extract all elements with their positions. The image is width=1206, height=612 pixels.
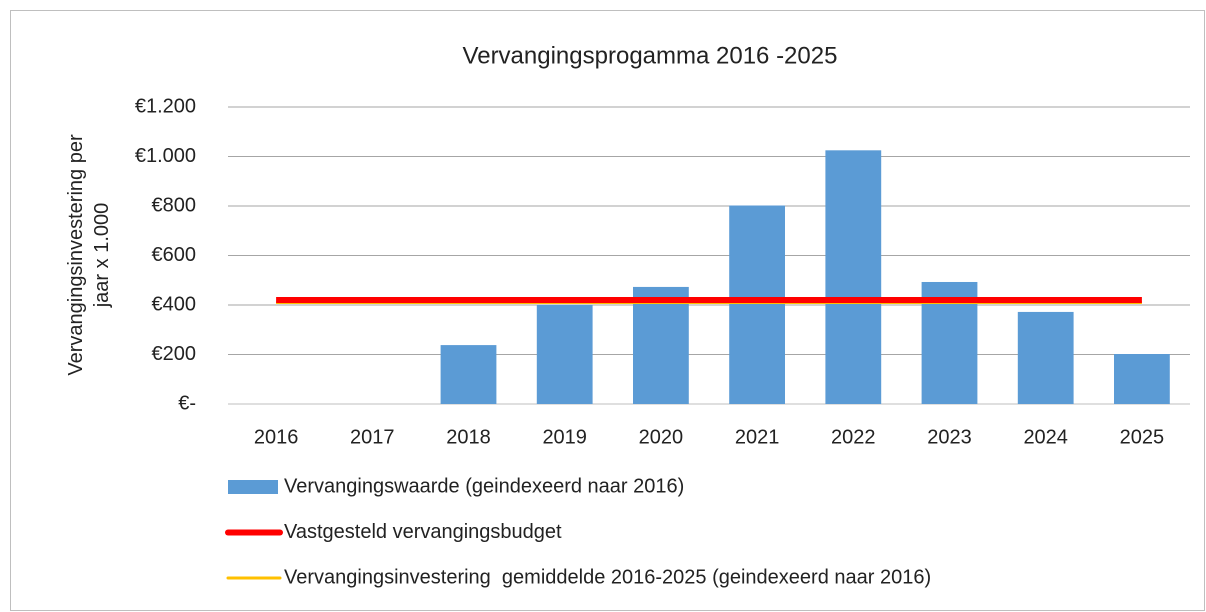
bar [536, 305, 593, 404]
legend-label: Vastgesteld vervangingsbudget [284, 521, 562, 543]
chart-title: Vervangingsprogamma 2016 -2025 [463, 42, 838, 69]
legend-label: Vervangingswaarde (geindexeerd naar 2016… [284, 475, 684, 497]
bar [633, 286, 689, 404]
x-tick-label: 2016 [254, 426, 299, 448]
legend-label: Vervangingsinvestering gemiddelde 2016-2… [284, 566, 931, 588]
x-tick-label: 2025 [1120, 426, 1165, 448]
x-tick-label: 2022 [831, 426, 876, 448]
x-tick-label: 2024 [1023, 426, 1068, 448]
chart-frame [10, 10, 1205, 611]
x-tick-label: 2018 [446, 426, 491, 448]
legend-swatch [228, 480, 278, 494]
y-tick-label: €1.200 [135, 95, 196, 117]
x-tick-label: 2019 [542, 426, 587, 448]
x-tick-label: 2017 [350, 426, 395, 448]
y-tick-label: €600 [152, 244, 197, 266]
bar [825, 150, 882, 404]
x-tick-label: 2023 [927, 426, 972, 448]
y-tick-label: €- [178, 392, 196, 414]
x-tick-label: 2021 [735, 426, 780, 448]
y-tick-label: €800 [152, 194, 197, 216]
bar [729, 205, 785, 404]
bar [1114, 354, 1170, 404]
bar [440, 345, 497, 404]
y-tick-label: €400 [152, 293, 197, 315]
x-tick-label: 2020 [639, 426, 684, 448]
bar [1017, 311, 1074, 404]
y-tick-label: €200 [152, 343, 197, 365]
y-tick-label: €1.000 [135, 145, 196, 167]
y-axis-label: Vervangingsinvestering per jaar x 1.000 [65, 134, 113, 376]
